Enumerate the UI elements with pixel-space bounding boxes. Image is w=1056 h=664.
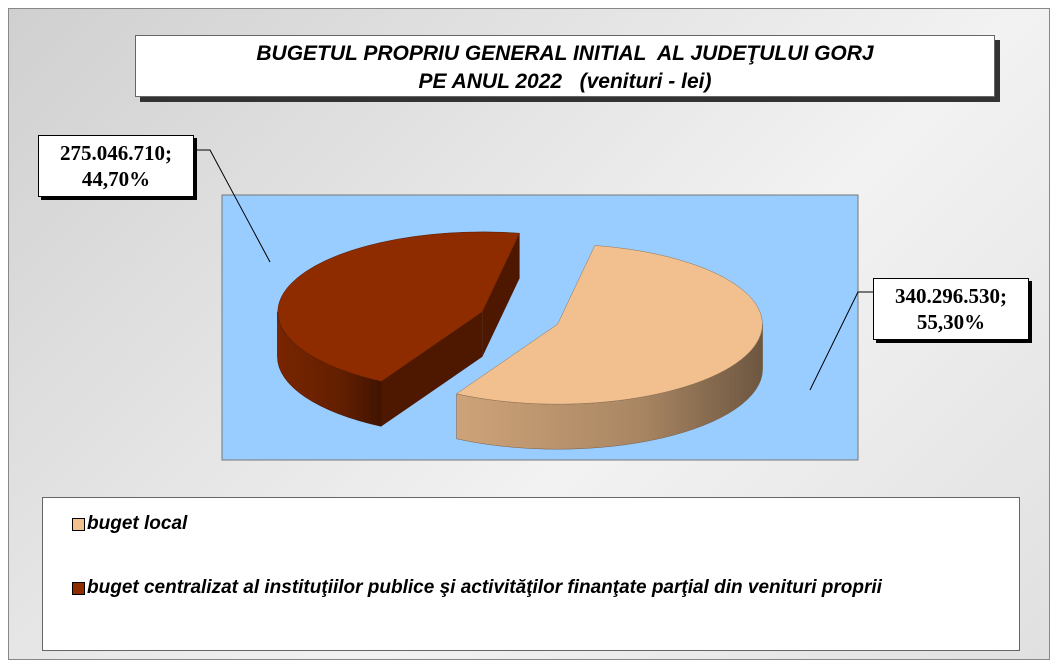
legend-item: buget local (72, 512, 979, 536)
legend: buget local buget centralizat al instituţ… (42, 497, 1020, 651)
legend-item: buget centralizat al instituţiilor publi… (72, 576, 979, 600)
legend-swatch (72, 582, 85, 595)
chart-title: BUGETUL PROPRIU GENERAL INITIAL AL JUDEŢ… (135, 35, 995, 97)
leader-line (195, 149, 271, 263)
leader-line (809, 291, 873, 391)
pie-slice-side (482, 233, 520, 357)
pie-slice (277, 231, 520, 382)
data-label: 340.296.530; 55,30% (873, 278, 1029, 340)
legend-label: buget local (87, 513, 188, 534)
legend-label: buget centralizat al instituţiilor publi… (87, 577, 882, 598)
legend-swatch (72, 518, 85, 531)
pie-slice-side (381, 311, 483, 427)
pie-slice (455, 245, 763, 405)
data-label: 275.046.710; 44,70% (38, 135, 194, 197)
